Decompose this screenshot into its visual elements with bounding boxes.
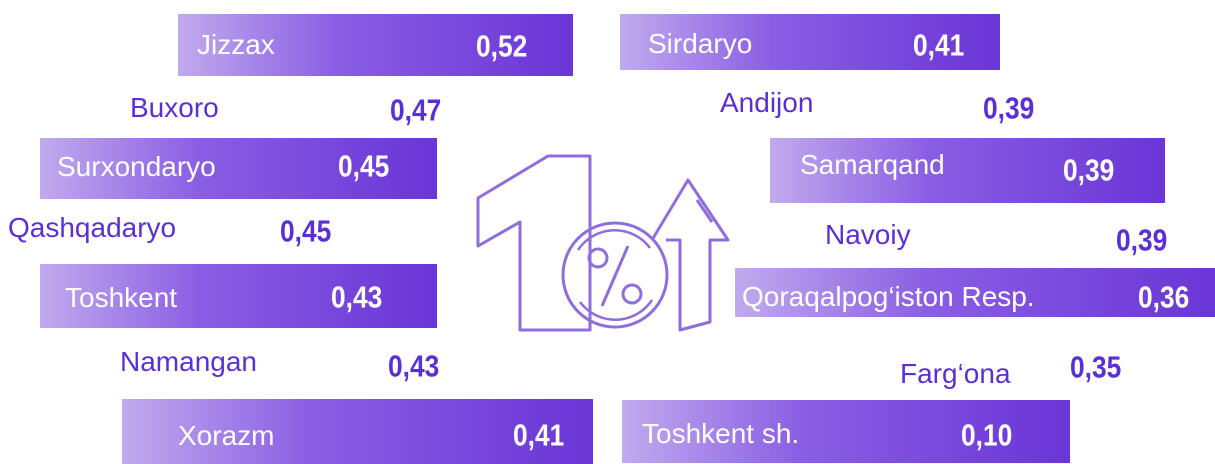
region-band [622,400,1070,463]
icon-arc [576,229,652,251]
region-value: 0,39 [1116,222,1168,258]
region-value: 0,45 [338,148,390,184]
icon-circle [561,221,669,329]
icon-one [476,154,592,332]
icon-percent-dot [621,283,643,305]
region-name: Toshkent [65,282,178,313]
region-name: Surxondaryo [57,151,216,182]
region-value: 0,39 [983,90,1035,126]
region-name: Farg‘ona [900,358,1011,389]
region-value: 0,52 [476,28,528,64]
icon-arrow [650,178,730,332]
region-value: 0,10 [961,417,1013,453]
region-name: Xorazm [178,420,275,451]
region-band [735,268,1215,317]
region-name: Toshkent sh. [642,418,800,449]
region-name: Andijon [720,87,814,118]
icon-arrow-line [695,199,714,223]
region-value: 0,39 [1063,152,1115,188]
region-value: 0,41 [513,417,565,453]
region-name: Sirdaryo [648,28,753,59]
region-value: 0,35 [1070,349,1122,385]
region-band [40,138,437,199]
region-name: Qashqadaryo [8,212,177,243]
region-band [770,138,1165,203]
region-value: 0,43 [331,279,383,315]
region-value: 0,43 [388,348,440,384]
region-band [122,399,593,464]
icon-percent-slash [600,245,630,307]
region-value: 0,47 [390,92,442,128]
region-name: Buxoro [130,92,219,123]
region-band [620,14,1000,70]
region-band [40,264,437,328]
region-value: 0,41 [913,27,965,63]
region-band [178,14,573,76]
region-name: Jizzax [197,29,275,60]
region-name: Qoraqalpog‘iston Resp. [742,281,1035,312]
icon-arc [578,299,654,321]
region-name: Navoiy [825,219,911,250]
region-name: Samarqand [800,149,945,180]
icon-percent-dot [587,247,609,269]
region-value: 0,45 [280,213,332,249]
region-value: 0,36 [1138,279,1190,315]
region-name: Namangan [120,346,257,377]
